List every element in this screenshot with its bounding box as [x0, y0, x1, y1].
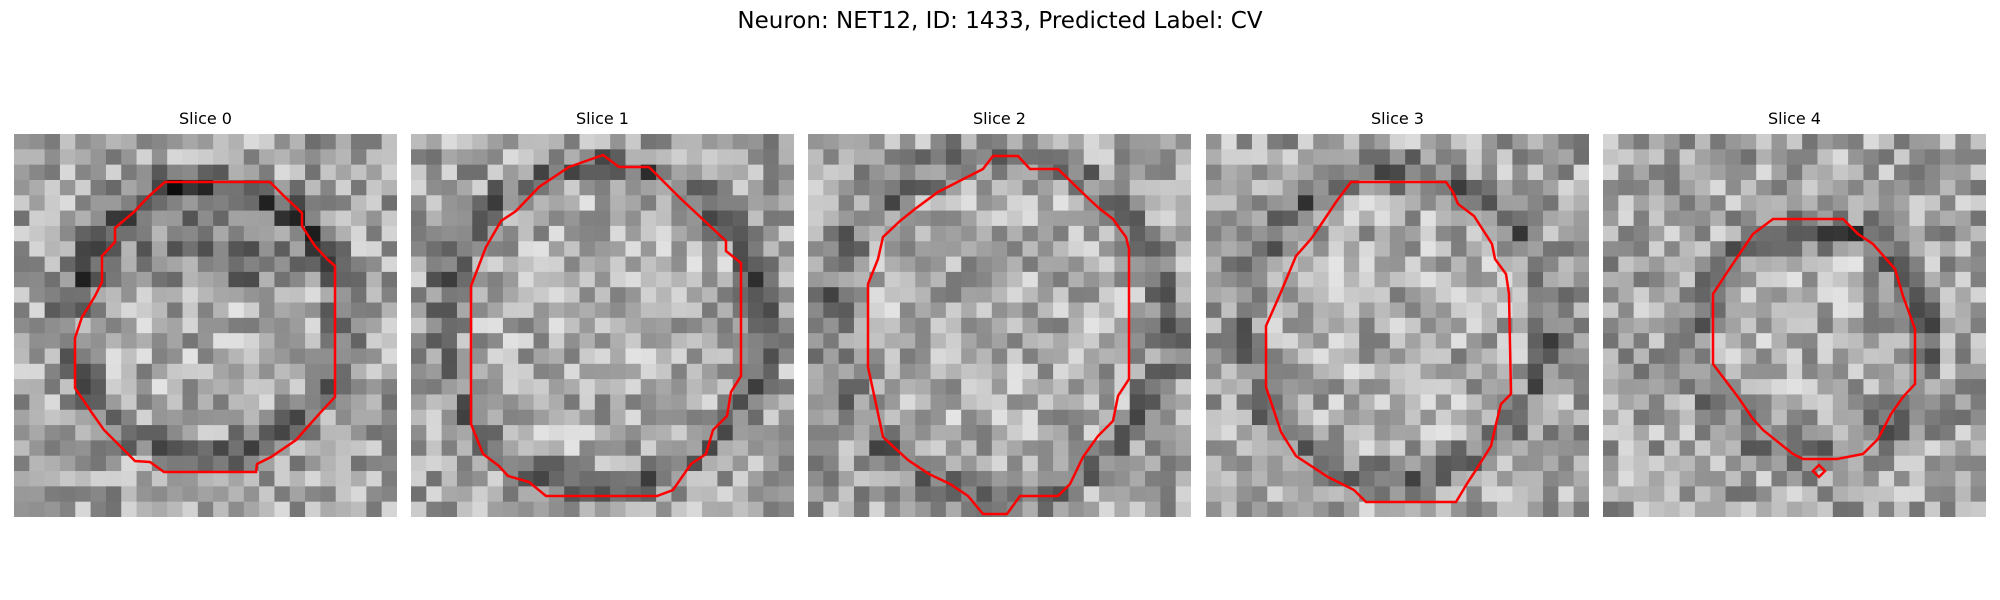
contour-3	[1264, 180, 1513, 504]
figure-title: Neuron: NET12, ID: 1433, Predicted Label…	[737, 8, 1263, 34]
slice-image-3	[1206, 134, 1589, 517]
slice-title-2: Slice 2	[973, 109, 1026, 128]
pixel-grid-4	[1603, 134, 1986, 517]
slice-image-4	[1603, 134, 1986, 517]
slice-panel-3: Slice 3	[1206, 108, 1589, 517]
contour-4	[1711, 217, 1917, 461]
pixel-grid-0	[14, 134, 397, 517]
contour-2	[866, 154, 1131, 516]
slice-image-0	[14, 134, 397, 517]
slice-panel-0: Slice 0	[14, 108, 397, 517]
slice-panel-2: Slice 2	[808, 108, 1191, 517]
contour-4-small	[1811, 463, 1827, 479]
slice-image-2	[808, 134, 1191, 517]
slice-panel-4: Slice 4	[1603, 108, 1986, 517]
slice-image-1	[411, 134, 794, 517]
contour-1	[469, 153, 743, 498]
pixel-grid-2	[808, 134, 1191, 517]
slice-title-3: Slice 3	[1371, 109, 1424, 128]
slice-title-4: Slice 4	[1768, 109, 1821, 128]
slice-title-1: Slice 1	[576, 109, 629, 128]
pixel-grid-3	[1206, 134, 1589, 517]
pixel-grid-1	[411, 134, 794, 517]
slice-panel-1: Slice 1	[411, 108, 794, 517]
contour-0	[73, 180, 337, 474]
slice-title-0: Slice 0	[179, 109, 232, 128]
